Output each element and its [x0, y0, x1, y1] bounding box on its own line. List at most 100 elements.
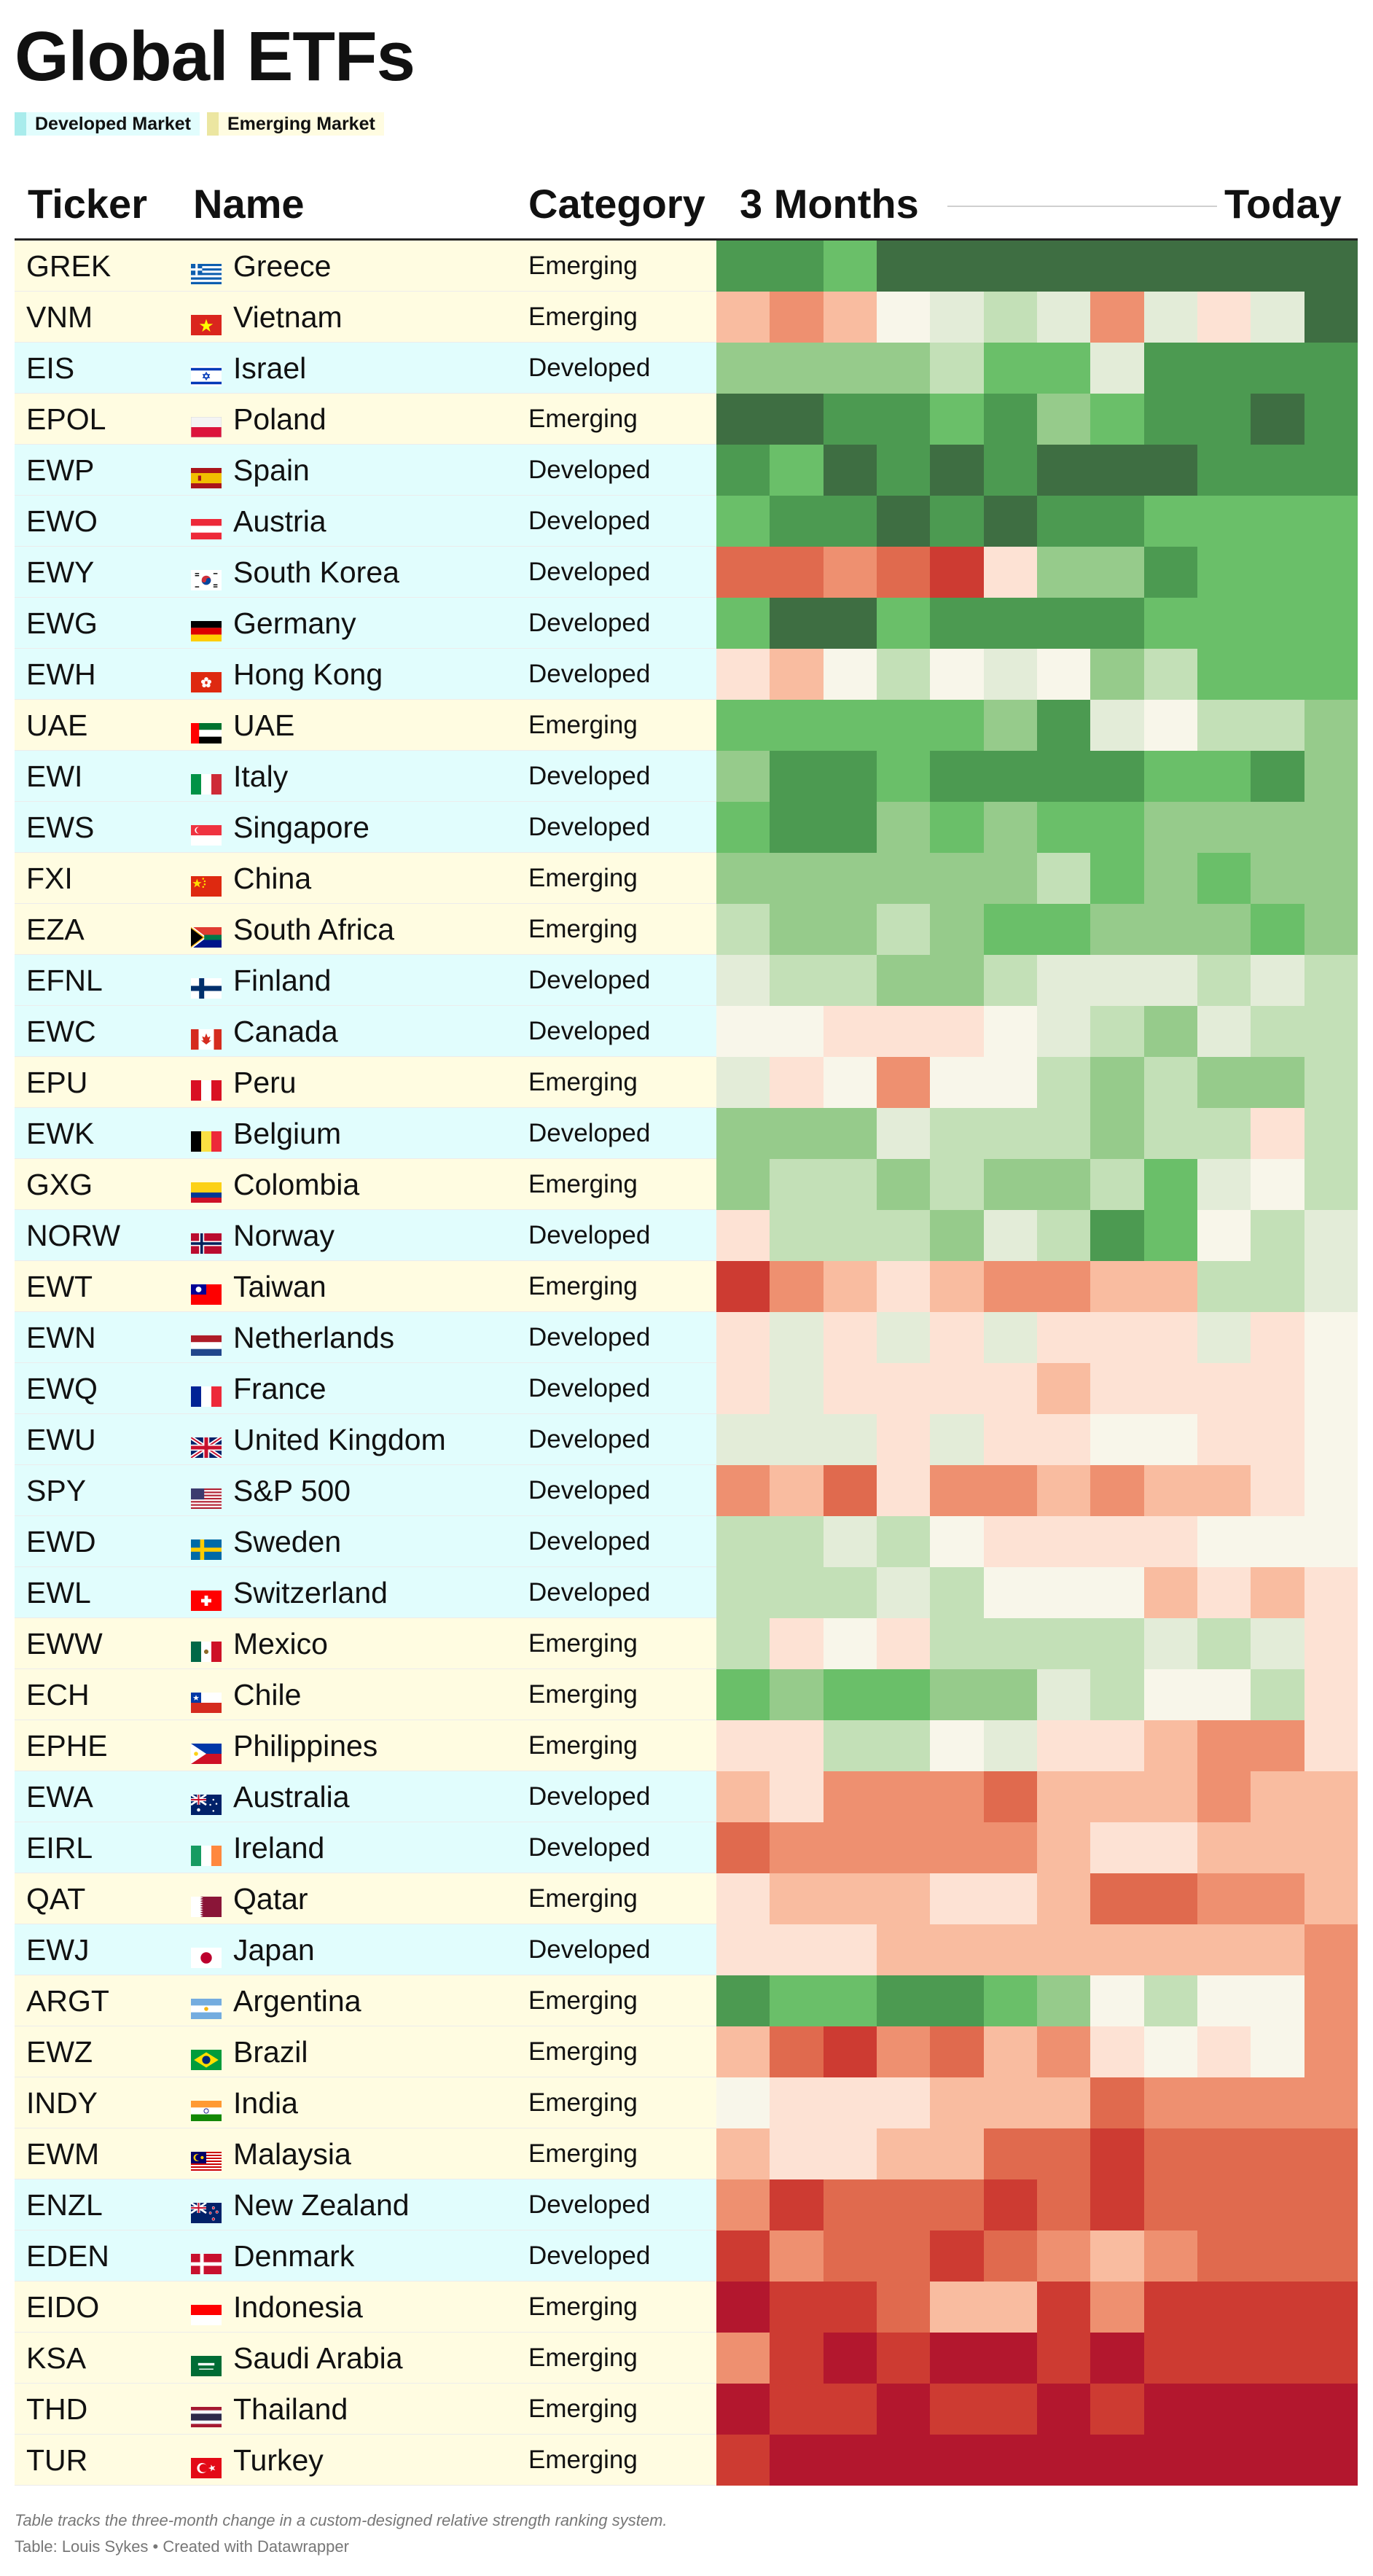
table-row[interactable]: EWL Switzerland Developed: [15, 1567, 1358, 1618]
table-row[interactable]: EDEN Denmark Developed: [15, 2230, 1358, 2282]
column-header-ticker[interactable]: Ticker: [28, 181, 147, 227]
table-row[interactable]: EWJ Japan Developed: [15, 1924, 1358, 1975]
table-row[interactable]: EWZ Brazil Emerging: [15, 2026, 1358, 2077]
table-row[interactable]: SPY S&P 500 Developed: [15, 1465, 1358, 1516]
heatmap-strip: [716, 1771, 1358, 1822]
table-row[interactable]: EIS Israel Developed: [15, 343, 1358, 394]
table-row[interactable]: ARGT Argentina Emerging: [15, 1975, 1358, 2026]
heatmap-cell: [877, 2077, 930, 2128]
table-row[interactable]: EWQ France Developed: [15, 1363, 1358, 1414]
ticker-cell: EFNL: [26, 964, 103, 997]
table-row[interactable]: EWG Germany Developed: [15, 598, 1358, 649]
heatmap-cell: [1037, 1771, 1090, 1822]
heatmap-cell: [1304, 649, 1358, 700]
heatmap-cell: [1197, 1516, 1251, 1567]
table-row[interactable]: NORW Norway Developed: [15, 1210, 1358, 1261]
india-flag-icon: [191, 2093, 222, 2121]
heatmap-cell: [1144, 394, 1197, 445]
category-cell: Developed: [528, 1221, 651, 1249]
heatmap-cell: [824, 904, 877, 955]
canada-flag-icon: [191, 1021, 222, 1050]
column-header-category[interactable]: Category: [528, 181, 705, 227]
table-row[interactable]: EWM Malaysia Emerging: [15, 2128, 1358, 2179]
table-row[interactable]: EPOL Poland Emerging: [15, 394, 1358, 445]
column-header-name[interactable]: Name: [193, 181, 305, 227]
category-cell: Developed: [528, 1119, 651, 1147]
table-row[interactable]: EWA Australia Developed: [15, 1771, 1358, 1822]
table-row[interactable]: EWN Netherlands Developed: [15, 1312, 1358, 1363]
table-row[interactable]: EWI Italy Developed: [15, 751, 1358, 802]
table-row[interactable]: EIDO Indonesia Emerging: [15, 2282, 1358, 2333]
heatmap-cell: [1251, 1669, 1304, 1720]
table-row[interactable]: EIRL Ireland Developed: [15, 1822, 1358, 1873]
table-row[interactable]: GREK Greece Emerging: [15, 241, 1358, 292]
table-row[interactable]: EWD Sweden Developed: [15, 1516, 1358, 1567]
norway-flag-icon: [191, 1225, 222, 1254]
category-cell: Developed: [528, 813, 651, 841]
heatmap-cell: [716, 2128, 770, 2179]
ticker-cell: ECH: [26, 1678, 90, 1712]
heatmap-cell: [877, 2026, 930, 2077]
netherlands-flag-icon: [191, 1327, 222, 1356]
table-row[interactable]: INDY India Emerging: [15, 2077, 1358, 2128]
heatmap-cell: [1251, 2026, 1304, 2077]
table-row[interactable]: EPU Peru Emerging: [15, 1057, 1358, 1108]
table-row[interactable]: EWY South Korea Developed: [15, 547, 1358, 598]
hong-kong-flag-icon: [191, 664, 222, 692]
heatmap-strip: [716, 598, 1358, 649]
heatmap-cell: [1090, 2077, 1144, 2128]
heatmap-cell: [1144, 2179, 1197, 2230]
table-row[interactable]: QAT Qatar Emerging: [15, 1873, 1358, 1924]
heatmap-cell: [984, 1873, 1037, 1924]
heatmap-cell: [1144, 853, 1197, 904]
table-row[interactable]: EPHE Philippines Emerging: [15, 1720, 1358, 1771]
table-row[interactable]: GXG Colombia Emerging: [15, 1159, 1358, 1210]
heatmap-cell: [770, 904, 824, 955]
column-header-end[interactable]: Today: [1224, 181, 1342, 227]
table-row[interactable]: KSA Saudi Arabia Emerging: [15, 2333, 1358, 2384]
category-cell: Emerging: [528, 915, 638, 943]
china-flag-icon: [191, 868, 222, 897]
table-row[interactable]: EWS Singapore Developed: [15, 802, 1358, 853]
heatmap-cell: [1251, 292, 1304, 343]
heatmap-cell: [984, 1159, 1037, 1210]
name-cell: France: [233, 1372, 326, 1405]
heatmap-cell: [1037, 292, 1090, 343]
heatmap-cell: [1144, 1261, 1197, 1312]
ticker-cell: EWY: [26, 555, 95, 589]
table-row[interactable]: FXI China Emerging: [15, 853, 1358, 904]
table-row[interactable]: VNM Vietnam Emerging: [15, 292, 1358, 343]
table-row[interactable]: TUR Turkey Emerging: [15, 2435, 1358, 2486]
table-row[interactable]: EWH Hong Kong Developed: [15, 649, 1358, 700]
table-row[interactable]: EWC Canada Developed: [15, 1006, 1358, 1057]
table-row[interactable]: ECH Chile Emerging: [15, 1669, 1358, 1720]
table-row[interactable]: EWU United Kingdom Developed: [15, 1414, 1358, 1465]
heatmap-cell: [1251, 2077, 1304, 2128]
heatmap-cell: [1037, 1159, 1090, 1210]
category-cell: Developed: [528, 660, 651, 688]
column-header-start[interactable]: 3 Months: [740, 181, 919, 227]
heatmap-cell: [984, 2230, 1037, 2282]
table-row[interactable]: ENZL New Zealand Developed: [15, 2179, 1358, 2230]
table-row[interactable]: UAE UAE Emerging: [15, 700, 1358, 751]
heatmap-cell: [877, 2179, 930, 2230]
table-row[interactable]: EZA South Africa Emerging: [15, 904, 1358, 955]
heatmap-cell: [716, 1924, 770, 1975]
heatmap-cell: [930, 496, 984, 547]
heatmap-cell: [877, 751, 930, 802]
table-row[interactable]: THD Thailand Emerging: [15, 2384, 1358, 2435]
heatmap-cell: [930, 1414, 984, 1465]
table-row[interactable]: EWK Belgium Developed: [15, 1108, 1358, 1159]
heatmap-strip: [716, 1873, 1358, 1924]
heatmap-cell: [1144, 1771, 1197, 1822]
table-row[interactable]: EFNL Finland Developed: [15, 955, 1358, 1006]
heatmap-cell: [1037, 955, 1090, 1006]
table-row[interactable]: EWO Austria Developed: [15, 496, 1358, 547]
table-row[interactable]: EWP Spain Developed: [15, 445, 1358, 496]
heatmap-cell: [716, 394, 770, 445]
table-row[interactable]: EWT Taiwan Emerging: [15, 1261, 1358, 1312]
heatmap-cell: [1304, 1108, 1358, 1159]
table-row[interactable]: EWW Mexico Emerging: [15, 1618, 1358, 1669]
heatmap-strip: [716, 241, 1358, 292]
heatmap-strip: [716, 343, 1358, 394]
